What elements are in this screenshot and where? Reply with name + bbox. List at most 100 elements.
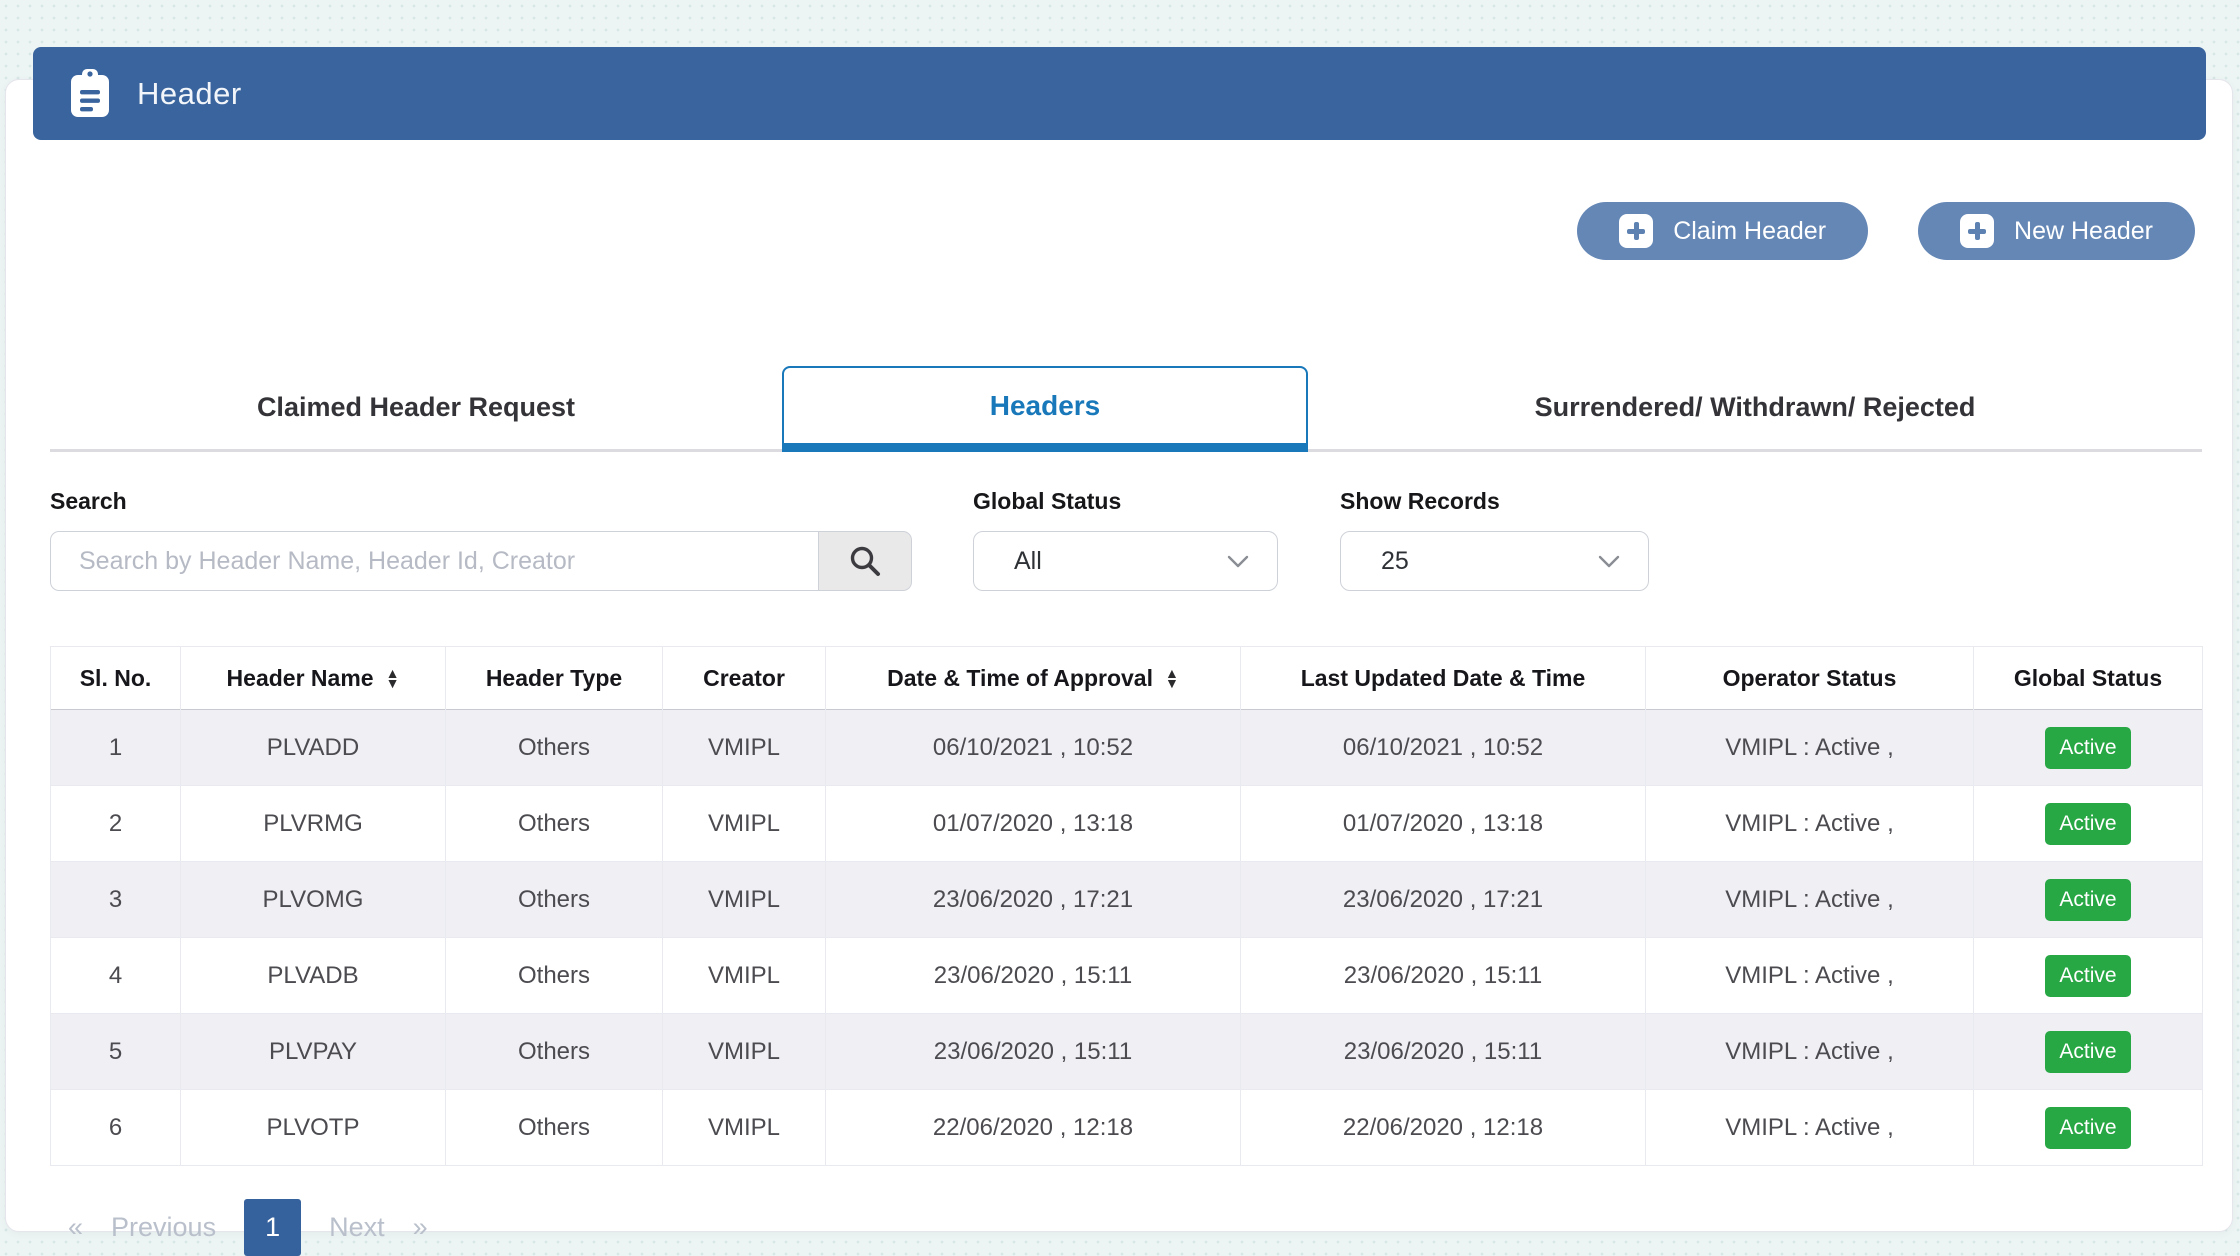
sort-icon[interactable]: ▲▼ (386, 668, 400, 688)
cell-header-type: Others (446, 862, 663, 938)
cell-global-status: Active (1974, 1014, 2203, 1090)
headers-table: Sl. No. Header Name ▲▼ Header Type Creat… (50, 646, 2203, 1166)
page-background: { "icons": { "sort_asc": "▲", "sort_desc… (0, 0, 2240, 1236)
claim-header-button[interactable]: Claim Header (1577, 202, 1868, 260)
cell-creator: VMIPL (663, 1090, 826, 1166)
show-records-label: Show Records (1340, 488, 1649, 515)
cell-operator-status: VMIPL : Active , (1646, 1014, 1974, 1090)
page-title-bar: Header (33, 47, 2206, 140)
pagination-last-icon[interactable]: » (413, 1212, 428, 1243)
tab-label: Surrendered/ Withdrawn/ Rejected (1535, 392, 1976, 423)
cell-global-status: Active (1974, 786, 2203, 862)
action-buttons: Claim Header New Header (1577, 202, 2195, 260)
status-badge: Active (2045, 727, 2130, 769)
cell-approval: 23/06/2020 , 17:21 (826, 862, 1241, 938)
cell-header-type: Others (446, 786, 663, 862)
cell-sl-no: 1 (51, 710, 181, 786)
cell-header-name: PLVADB (181, 938, 446, 1014)
global-status-value: All (1014, 547, 1042, 576)
col-operator-status: Operator Status (1646, 647, 1974, 710)
status-badge: Active (2045, 1031, 2130, 1073)
col-global-status: Global Status (1974, 647, 2203, 710)
col-date-approval[interactable]: Date & Time of Approval ▲▼ (826, 647, 1241, 710)
global-status-label: Global Status (973, 488, 1278, 515)
tab-claimed-header-request[interactable]: Claimed Header Request (50, 366, 782, 452)
table-row: 4 PLVADB Others VMIPL 23/06/2020 , 15:11… (51, 938, 2203, 1014)
cell-last-updated: 06/10/2021 , 10:52 (1241, 710, 1646, 786)
cell-last-updated: 23/06/2020 , 17:21 (1241, 862, 1646, 938)
cell-approval: 22/06/2020 , 12:18 (826, 1090, 1241, 1166)
cell-header-name: PLVADD (181, 710, 446, 786)
global-status-section: Global Status All (973, 488, 1278, 591)
pagination: « Previous 1 Next » (68, 1199, 428, 1256)
pagination-page-1[interactable]: 1 (244, 1199, 301, 1256)
plus-icon (1960, 214, 1994, 248)
cell-approval: 23/06/2020 , 15:11 (826, 1014, 1241, 1090)
search-label: Search (50, 488, 912, 515)
table-header-row: Sl. No. Header Name ▲▼ Header Type Creat… (51, 647, 2203, 710)
cell-global-status: Active (1974, 862, 2203, 938)
status-badge: Active (2045, 1107, 2130, 1149)
chevron-down-icon (1227, 555, 1249, 568)
col-creator: Creator (663, 647, 826, 710)
search-section: Search (50, 488, 912, 591)
cell-global-status: Active (1974, 938, 2203, 1014)
cell-operator-status: VMIPL : Active , (1646, 862, 1974, 938)
cell-sl-no: 5 (51, 1014, 181, 1090)
cell-sl-no: 6 (51, 1090, 181, 1166)
global-status-select[interactable]: All (973, 531, 1278, 591)
pagination-first-icon[interactable]: « (68, 1212, 83, 1243)
search-input[interactable] (50, 531, 818, 591)
table-row: 5 PLVPAY Others VMIPL 23/06/2020 , 15:11… (51, 1014, 2203, 1090)
plus-icon (1619, 214, 1653, 248)
cell-operator-status: VMIPL : Active , (1646, 710, 1974, 786)
cell-last-updated: 23/06/2020 , 15:11 (1241, 938, 1646, 1014)
tab-surrendered-withdrawn-rejected[interactable]: Surrendered/ Withdrawn/ Rejected (1308, 366, 2202, 452)
search-combo (50, 531, 912, 591)
cell-creator: VMIPL (663, 710, 826, 786)
status-badge: Active (2045, 955, 2130, 997)
pagination-previous[interactable]: Previous (111, 1212, 216, 1243)
cell-operator-status: VMIPL : Active , (1646, 1090, 1974, 1166)
col-last-updated: Last Updated Date & Time (1241, 647, 1646, 710)
tab-headers[interactable]: Headers (782, 366, 1308, 452)
search-button[interactable] (818, 531, 912, 591)
cell-global-status: Active (1974, 1090, 2203, 1166)
status-badge: Active (2045, 879, 2130, 921)
cell-header-type: Others (446, 938, 663, 1014)
cell-operator-status: VMIPL : Active , (1646, 938, 1974, 1014)
cell-creator: VMIPL (663, 938, 826, 1014)
new-header-button[interactable]: New Header (1918, 202, 2195, 260)
sort-icon[interactable]: ▲▼ (1165, 668, 1179, 688)
cell-header-name: PLVRMG (181, 786, 446, 862)
search-icon (848, 544, 882, 578)
table-row: 3 PLVOMG Others VMIPL 23/06/2020 , 17:21… (51, 862, 2203, 938)
table-row: 2 PLVRMG Others VMIPL 01/07/2020 , 13:18… (51, 786, 2203, 862)
cell-header-type: Others (446, 710, 663, 786)
cell-sl-no: 4 (51, 938, 181, 1014)
cell-creator: VMIPL (663, 862, 826, 938)
table-row: 6 PLVOTP Others VMIPL 22/06/2020 , 12:18… (51, 1090, 2203, 1166)
cell-approval: 01/07/2020 , 13:18 (826, 786, 1241, 862)
cell-creator: VMIPL (663, 1014, 826, 1090)
cell-last-updated: 23/06/2020 , 15:11 (1241, 1014, 1646, 1090)
cell-header-name: PLVOMG (181, 862, 446, 938)
cell-sl-no: 2 (51, 786, 181, 862)
chevron-down-icon (1598, 555, 1620, 568)
table-row: 1 PLVADD Others VMIPL 06/10/2021 , 10:52… (51, 710, 2203, 786)
cell-last-updated: 22/06/2020 , 12:18 (1241, 1090, 1646, 1166)
cell-sl-no: 3 (51, 862, 181, 938)
show-records-section: Show Records 25 (1340, 488, 1649, 591)
pagination-next[interactable]: Next (329, 1212, 385, 1243)
cell-header-name: PLVPAY (181, 1014, 446, 1090)
col-header-name[interactable]: Header Name ▲▼ (181, 647, 446, 710)
cell-header-type: Others (446, 1014, 663, 1090)
cell-approval: 23/06/2020 , 15:11 (826, 938, 1241, 1014)
status-badge: Active (2045, 803, 2130, 845)
cell-global-status: Active (1974, 710, 2203, 786)
cell-creator: VMIPL (663, 786, 826, 862)
cell-header-name: PLVOTP (181, 1090, 446, 1166)
show-records-select[interactable]: 25 (1340, 531, 1649, 591)
cell-operator-status: VMIPL : Active , (1646, 786, 1974, 862)
tab-label: Claimed Header Request (257, 392, 575, 423)
